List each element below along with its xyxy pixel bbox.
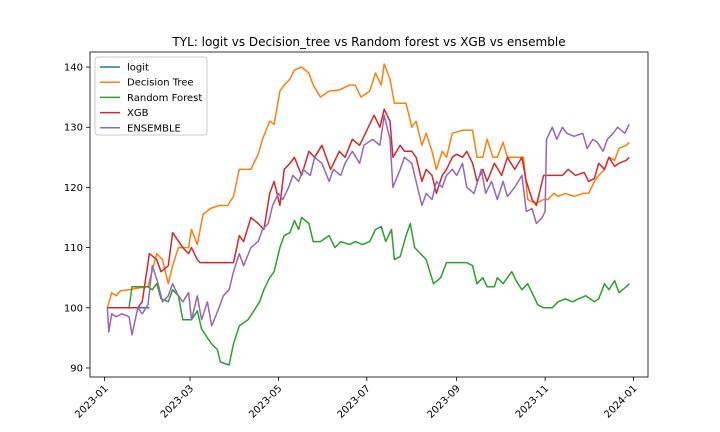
legend: logit Decision Tree Random Forest XGB ENSEMB… <box>94 56 208 136</box>
chart-title: TYL: logit vs Decision_tree vs Random fo… <box>171 35 565 49</box>
series-line-5 <box>106 114 630 336</box>
y-tick-label: 110 <box>64 243 83 254</box>
y-axis: 90 100 110 120 130 140 <box>64 63 90 374</box>
legend-box <box>94 56 208 136</box>
y-tick-label: 130 <box>64 123 83 134</box>
series-line-3 <box>107 216 630 366</box>
series-line-4 <box>107 108 630 309</box>
axes-frame <box>89 51 649 378</box>
legend-label: logit <box>127 63 149 74</box>
series-layer <box>106 63 630 366</box>
legend-label: Decision Tree <box>127 78 194 89</box>
y-tick-label: 90 <box>70 363 83 374</box>
y-tick-label: 120 <box>64 183 83 194</box>
y-tick-label: 140 <box>64 63 83 74</box>
legend-label: ENSEMBLE <box>127 123 181 134</box>
legend-label: Random Forest <box>127 93 202 104</box>
series-line-2 <box>106 63 630 309</box>
legend-label: XGB <box>127 108 149 119</box>
y-tick-label: 100 <box>64 303 83 314</box>
